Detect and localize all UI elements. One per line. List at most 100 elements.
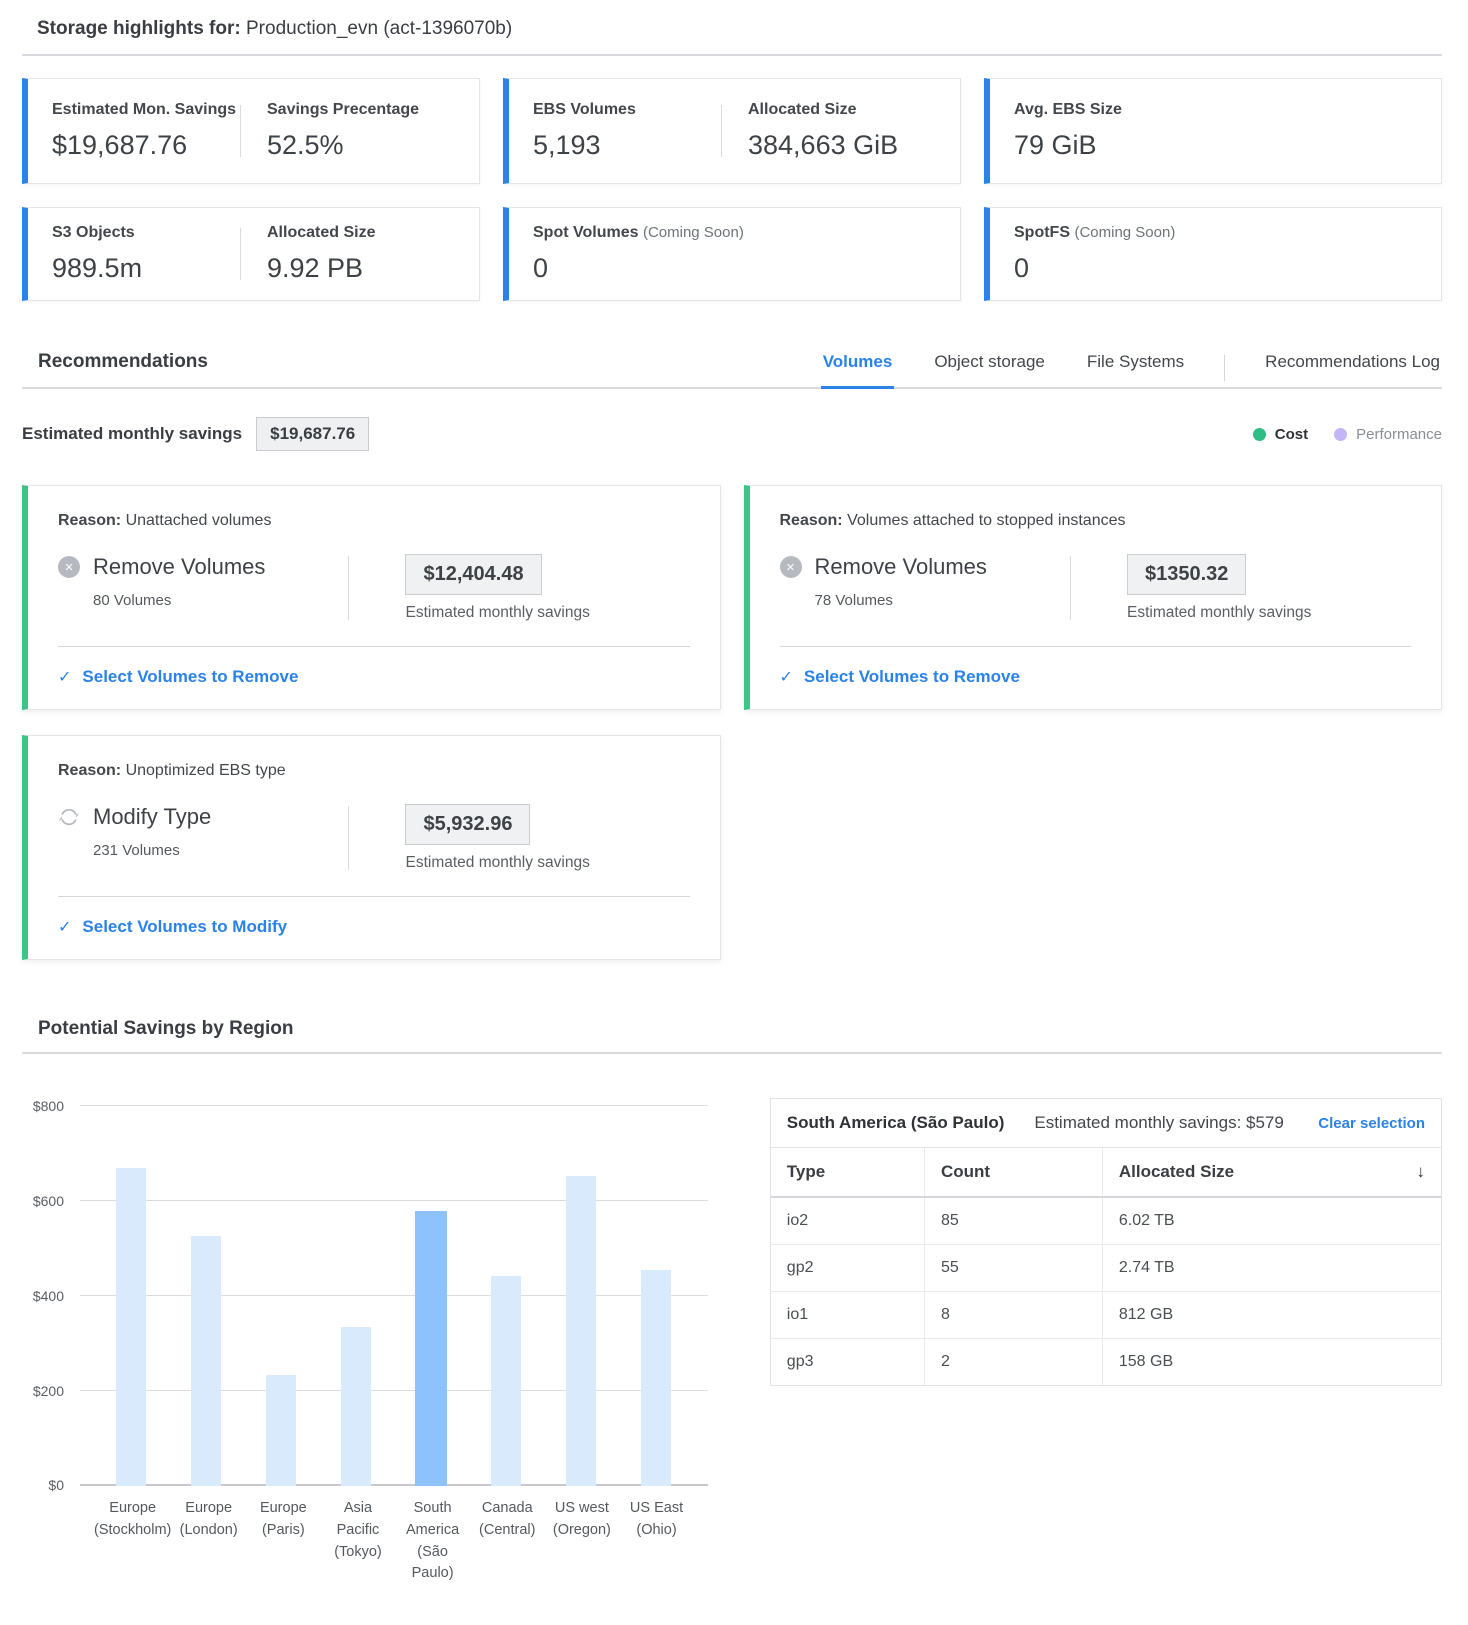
tab-object-storage[interactable]: Object storage [932,352,1047,389]
bar-us-west-oregon[interactable] [566,1176,597,1486]
gridline: $600 [33,1193,708,1209]
recommendation-cards: Reason: Unattached volumes ✕ Remove Volu… [22,485,1442,960]
stat: Allocated Size 9.92 PB [267,224,455,284]
recommendation-body: ✕ Remove Volumes 78 Volumes $1350.32 Est… [779,554,1412,622]
stat-value: 384,663 GiB [748,130,899,160]
column-header-count[interactable]: Count [923,1148,1103,1198]
divider [240,228,241,280]
card-s3-objects: S3 Objects 989.5m Allocated Size 9.92 PB [22,207,480,301]
clear-selection-link[interactable]: Clear selection [1318,1114,1425,1132]
cell-type: io1 [770,1291,925,1339]
stat-label: EBS Volumes [533,101,636,118]
region-volumes-table: Type Count Allocated Size ↓ io2 85 [770,1148,1441,1385]
recommendations-header: Recommendations Volumes Object storage F… [22,351,1442,389]
bar-asia-pacific-tokyo[interactable] [341,1327,372,1486]
volume-count: 78 Volumes [814,592,893,609]
savings-value: $5,932.96 [405,804,531,845]
reason: Reason: Unattached volumes [58,512,690,530]
select-volumes-to-modify-button[interactable]: ✓ Select Volumes to Modify [58,917,287,937]
gridline: $400 [33,1288,708,1304]
legend-cost[interactable]: Cost [1252,426,1308,443]
x-axis-label: Europe (London) [179,1500,238,1538]
divider [348,806,350,870]
stat-label: S3 Objects [52,224,135,241]
reason: Reason: Unoptimized EBS type [58,762,690,780]
x-axis-labels: Europe (Stockholm) Europe (London) Europe (Pa… [80,1498,708,1585]
savings-summary-row: Estimated monthly savings $19,687.76 Cos… [22,417,1442,451]
bar-europe-stockholm[interactable] [116,1167,147,1486]
recommendation-card-unattached: Reason: Unattached volumes ✕ Remove Volu… [22,485,721,710]
divider [721,105,722,157]
action-title: Modify Type [93,804,212,829]
savings-caption: Estimated monthly savings [1126,604,1312,621]
reason-label: Reason: [58,512,122,529]
cell-count: 55 [923,1244,1103,1292]
action-row: Modify Type [58,804,348,830]
reason-text: Unoptimized EBS type [125,762,286,779]
stat: S3 Objects 989.5m [52,224,240,284]
section-divider [22,1052,1442,1054]
gridline: $800 [33,1098,708,1114]
tab-file-systems[interactable]: File Systems [1085,352,1186,389]
action-block: Modify Type 231 Volumes [58,804,348,859]
savings-section-title: Potential Savings by Region [38,1018,294,1039]
table-row: gp2 55 2.74 TB [770,1244,1441,1292]
stat-label: Allocated Size [748,101,857,118]
bar-slot [394,1106,469,1486]
remove-circle-icon: ✕ [58,556,80,578]
bar-canada-central[interactable] [491,1275,522,1486]
stat: Allocated Size 384,663 GiB [748,101,936,161]
select-volumes-to-remove-button[interactable]: ✓ Select Volumes to Remove [58,667,298,687]
volume-count: 80 Volumes [93,592,172,609]
divider [240,105,241,157]
summary-value: $19,687.76 [256,417,370,451]
table-row: gp3 2 158 GB [771,1338,1441,1385]
cell-count: 2 [923,1338,1103,1385]
bar-us-east-ohio[interactable] [641,1270,672,1486]
bar-slot [469,1106,544,1486]
action-row: ✕ Remove Volumes [779,554,1070,580]
page-title-label: Storage highlights for: [37,18,241,39]
bar-europe-london[interactable] [191,1235,222,1486]
check-icon: ✓ [58,669,72,686]
divider [348,556,350,620]
action-title: Remove Volumes [93,554,266,579]
sort-desc-icon[interactable]: ↓ [1416,1162,1426,1181]
bar-south-america-s-o-paulo[interactable] [415,1210,448,1486]
stat-label: Spot Volumes (Coming Soon) [533,224,936,242]
summary-label: Estimated monthly savings [22,424,243,443]
tab-recommendations-log[interactable]: Recommendations Log [1263,352,1442,389]
savings-block: $12,404.48 Estimated monthly savings [349,554,590,622]
reason: Reason: Volumes attached to stopped inst… [780,512,1412,530]
cell-type: gp3 [786,1353,814,1370]
x-axis-label: Europe (Paris) [259,1500,307,1538]
page-title: Storage highlights for: Production_evn (… [37,18,1442,40]
reason-text: Unattached volumes [125,512,272,529]
action-block: ✕ Remove Volumes 78 Volumes [779,554,1070,609]
column-header-allocated-size[interactable]: Allocated Size ↓ [1101,1148,1441,1198]
header-divider [22,54,1442,56]
column-header-type[interactable]: Type [770,1148,925,1198]
stat-value: 0 [1014,253,1030,283]
stat-label: Allocated Size [267,224,376,241]
remove-circle-icon: ✕ [779,556,802,578]
y-axis-tick: $600 [32,1192,64,1209]
reason-text: Volumes attached to stopped instances [847,512,1126,529]
card-ebs-volumes: EBS Volumes 5,193 Allocated Size 384,663… [503,78,961,184]
select-volumes-to-remove-button[interactable]: ✓ Select Volumes to Remove [780,667,1020,687]
table-row: io2 85 6.02 TB [770,1197,1441,1245]
tab-volumes[interactable]: Volumes [820,352,895,389]
bar-europe-paris[interactable] [266,1374,297,1486]
legend-performance[interactable]: Performance [1334,426,1442,443]
cta-label: Select Volumes to Remove [82,667,299,686]
cta-label: Select Volumes to Remove [803,667,1020,686]
stat-label: Savings Precentage [267,101,420,118]
cell-allocated-size: 2.74 TB [1101,1244,1441,1292]
recommendations-tabs: Volumes Object storage File Systems Reco… [820,352,1442,389]
region-savings: Estimated monthly savings: $579 [1034,1113,1284,1132]
recommendations-section: Recommendations Volumes Object storage F… [22,351,1442,960]
refresh-icon [58,808,80,826]
check-icon: ✓ [58,919,72,936]
stat-value: $19,687.76 [52,130,188,160]
